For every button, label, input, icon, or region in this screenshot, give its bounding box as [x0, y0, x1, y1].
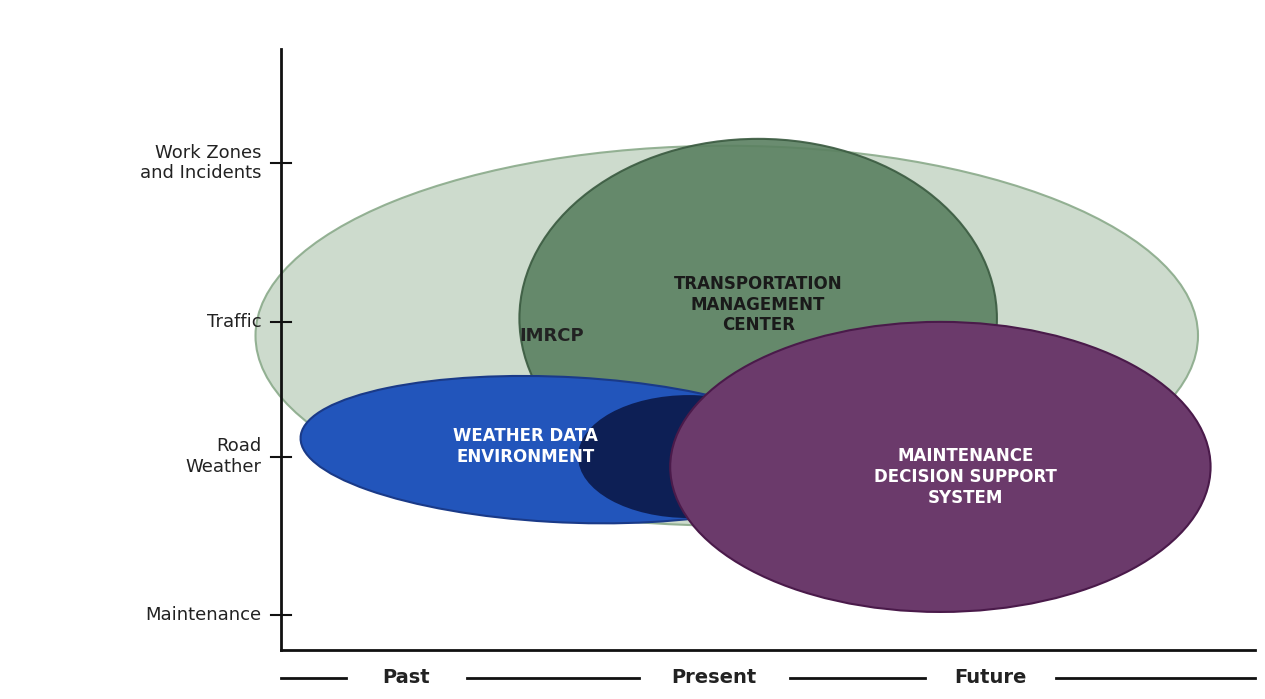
Text: Maintenance: Maintenance	[145, 607, 262, 624]
Ellipse shape	[520, 139, 997, 498]
Text: WEATHER DATA
ENVIRONMENT: WEATHER DATA ENVIRONMENT	[453, 427, 598, 466]
Text: Road
Weather: Road Weather	[186, 437, 262, 476]
Text: Future: Future	[955, 668, 1027, 687]
Text: IMRCP: IMRCP	[520, 326, 584, 345]
Text: Past: Past	[382, 668, 430, 687]
Ellipse shape	[579, 396, 799, 517]
Text: Work Zones
and Incidents: Work Zones and Incidents	[140, 143, 262, 182]
Text: Present: Present	[672, 668, 756, 687]
Text: Traffic: Traffic	[207, 313, 262, 331]
Ellipse shape	[301, 376, 826, 524]
Text: MAINTENANCE
DECISION SUPPORT
SYSTEM: MAINTENANCE DECISION SUPPORT SYSTEM	[874, 447, 1058, 507]
Ellipse shape	[256, 146, 1198, 526]
Text: TRANSPORTATION
MANAGEMENT
CENTER: TRANSPORTATION MANAGEMENT CENTER	[674, 275, 842, 334]
Ellipse shape	[670, 322, 1211, 612]
